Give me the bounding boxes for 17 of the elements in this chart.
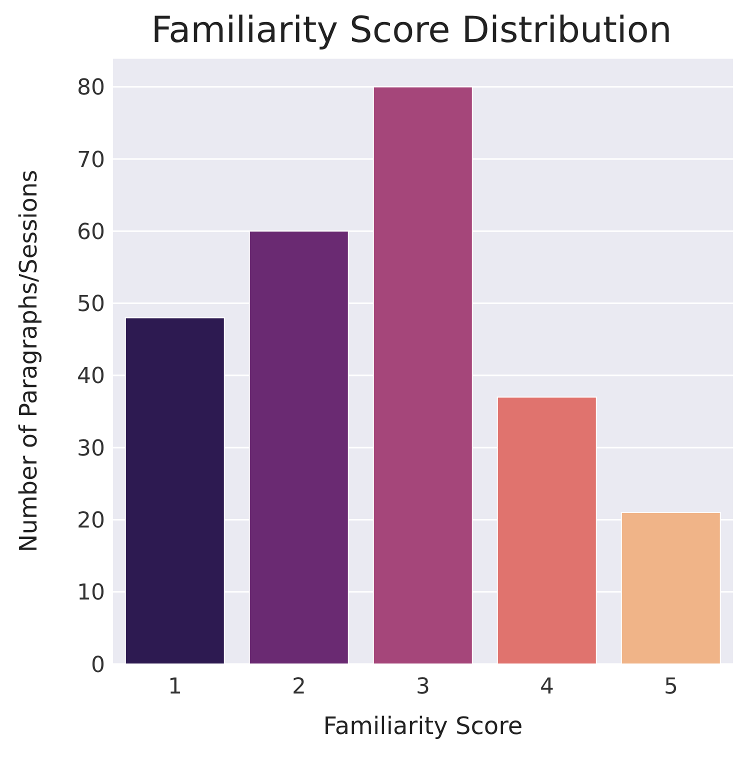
y-axis-title: Number of Paragraphs/Sessions	[14, 170, 43, 552]
y-tick-label: 60	[77, 220, 105, 245]
y-tick-label: 10	[77, 580, 105, 606]
x-tick-label: 3	[416, 674, 430, 700]
x-axis-title: Familiarity Score	[323, 712, 523, 740]
x-tick-label: 4	[540, 674, 554, 700]
y-tick-label: 40	[77, 364, 105, 390]
x-tick-label: 2	[292, 674, 306, 700]
x-tick-label: 5	[664, 674, 678, 700]
y-tick-label: 70	[77, 148, 105, 173]
y-tick-label: 80	[77, 76, 105, 101]
x-tick-label: 1	[168, 674, 182, 700]
y-tick-label: 0	[91, 652, 105, 678]
y-tick-label: 30	[77, 436, 105, 462]
chart-title: Familiarity Score Distribution	[150, 9, 673, 53]
y-tick-label: 20	[77, 508, 105, 534]
y-tick-label: 50	[77, 292, 105, 318]
